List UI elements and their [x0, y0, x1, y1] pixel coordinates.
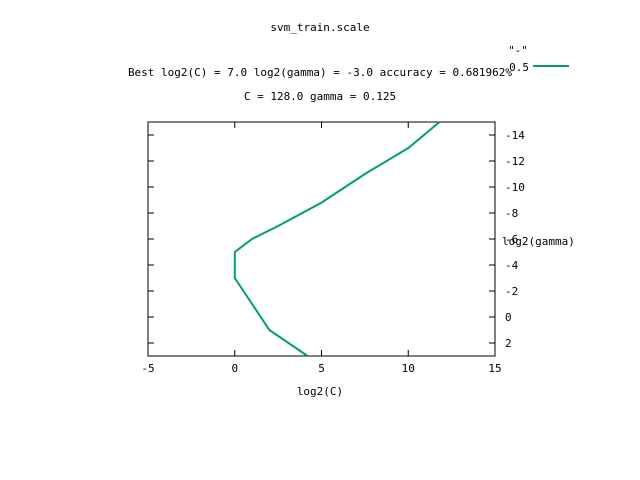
series-layer	[233, 121, 441, 357]
y-tick-label: 0	[505, 311, 512, 324]
y-tick-label: -12	[505, 155, 525, 168]
legend-value: 0.5	[509, 61, 529, 74]
contour-line	[233, 121, 441, 357]
y-tick-label: -2	[505, 285, 518, 298]
x-axis-label: log2(C)	[297, 385, 343, 398]
x-tick-label: -5	[141, 362, 154, 375]
y-tick-label: -4	[505, 259, 519, 272]
chart-subtitle-params: C = 128.0 gamma = 0.125	[244, 90, 396, 103]
legend-label: "-"	[508, 44, 528, 57]
x-tick-label: 5	[318, 362, 325, 375]
x-tick-label: 15	[488, 362, 501, 375]
y-tick-label: 2	[505, 337, 512, 350]
y-tick-label: -10	[505, 181, 525, 194]
plot-frame	[147, 121, 496, 357]
x-tick-label: 10	[402, 362, 415, 375]
y-tick-label: -14	[505, 129, 525, 142]
chart-title: svm_train.scale	[270, 21, 369, 34]
y-axis: -14 -12 -10 -8 -6 -4 -2 0 2	[148, 129, 525, 350]
x-axis: -5 0 5 10 15	[141, 122, 502, 375]
y-tick-label: -8	[505, 207, 518, 220]
y-tick-label: -6	[505, 233, 518, 246]
chart-subtitle-best: Best log2(C) = 7.0 log2(gamma) = -3.0 ac…	[128, 66, 512, 79]
x-tick-label: 0	[231, 362, 238, 375]
y-axis-label: log2(gamma)	[502, 235, 575, 248]
